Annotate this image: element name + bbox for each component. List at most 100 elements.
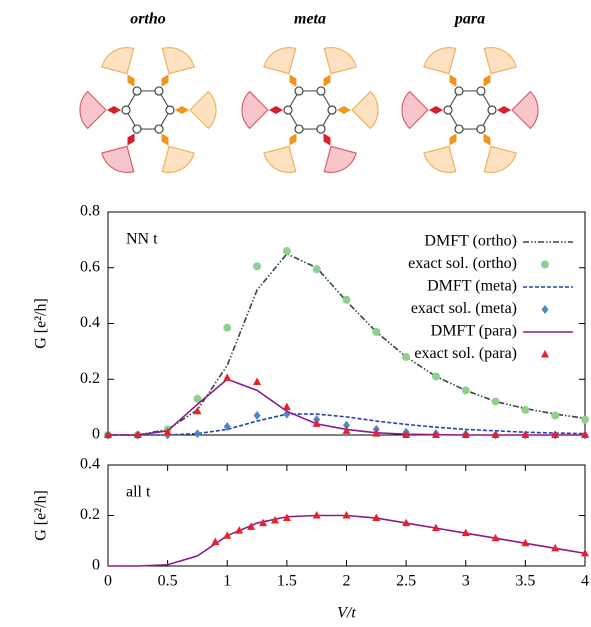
point — [461, 386, 470, 395]
lead — [323, 47, 357, 75]
point — [253, 377, 262, 386]
point — [211, 537, 220, 546]
x-axis-label: V/t — [337, 605, 356, 622]
lead — [161, 145, 195, 173]
legend-label: DMFT (meta) — [427, 278, 517, 295]
lead — [101, 47, 135, 75]
atom — [476, 86, 486, 96]
atom — [294, 124, 304, 134]
coupling — [127, 74, 135, 87]
legend-label: exact sol. (para) — [414, 345, 517, 362]
point — [193, 406, 202, 415]
point — [551, 543, 560, 552]
y-tick-label: 0.2 — [80, 506, 100, 523]
point — [521, 405, 530, 414]
point — [223, 373, 232, 381]
point — [402, 430, 411, 438]
hexagon — [287, 90, 333, 130]
point — [312, 511, 321, 519]
point — [431, 430, 440, 438]
series-line — [108, 413, 586, 436]
lead — [351, 90, 379, 130]
coupling — [289, 133, 297, 146]
coupling — [483, 74, 491, 87]
atom — [121, 105, 131, 115]
point — [133, 430, 142, 438]
x-tick-label: 2.5 — [396, 573, 416, 590]
coupling — [269, 106, 283, 114]
coupling — [323, 74, 331, 87]
point — [270, 516, 279, 524]
atom — [327, 105, 337, 115]
series-line — [108, 252, 586, 436]
point — [491, 533, 500, 542]
hexagon — [447, 90, 493, 130]
legend-label: DMFT (para) — [431, 323, 517, 340]
diagram-label: meta — [294, 11, 326, 28]
y-tick-label: 0 — [92, 426, 100, 443]
atom — [154, 86, 164, 96]
lead — [511, 90, 539, 130]
atom — [283, 105, 293, 115]
x-tick-label: 3 — [462, 573, 470, 590]
point — [282, 513, 291, 522]
atom — [165, 105, 175, 115]
point — [223, 422, 231, 432]
point — [581, 548, 589, 557]
atom — [316, 86, 326, 96]
atom — [443, 105, 453, 115]
point — [551, 430, 560, 438]
coupling — [289, 74, 297, 87]
point — [342, 295, 351, 304]
atom — [454, 124, 464, 134]
point — [491, 430, 500, 438]
point — [431, 523, 440, 532]
point — [402, 352, 411, 361]
point — [223, 323, 232, 332]
annotation: all t — [126, 484, 151, 501]
lead — [101, 145, 135, 173]
point — [104, 430, 112, 438]
point — [253, 262, 262, 271]
y-tick-label: 0 — [92, 557, 100, 574]
point — [342, 511, 351, 519]
annotation: NN t — [126, 231, 158, 248]
coupling — [497, 106, 511, 114]
coupling — [107, 106, 121, 114]
atom — [132, 86, 142, 96]
lead — [263, 145, 297, 173]
point — [343, 420, 350, 430]
x-tick-label: 4 — [581, 573, 589, 590]
coupling — [323, 133, 331, 146]
atom — [476, 124, 486, 134]
x-tick-label: 0.5 — [158, 573, 178, 590]
point — [235, 526, 244, 534]
point — [581, 415, 589, 424]
atom — [454, 86, 464, 96]
point — [259, 518, 268, 527]
coupling — [337, 106, 351, 114]
atom — [316, 124, 326, 134]
hexagon — [125, 90, 171, 130]
point — [372, 513, 381, 522]
lead — [323, 145, 357, 173]
coupling — [161, 74, 169, 87]
point — [342, 426, 351, 434]
atom — [154, 124, 164, 134]
point — [402, 518, 411, 527]
lead — [423, 47, 457, 75]
lead — [161, 47, 195, 75]
coupling — [449, 133, 457, 146]
point — [312, 419, 321, 427]
point — [247, 522, 256, 530]
point — [461, 528, 470, 537]
diagram-label: ortho — [130, 11, 166, 28]
x-tick-label: 2 — [343, 573, 351, 590]
coupling — [161, 133, 169, 146]
point — [223, 531, 232, 539]
lead — [483, 47, 517, 75]
point — [521, 430, 530, 438]
point — [193, 394, 202, 403]
point — [461, 430, 470, 438]
